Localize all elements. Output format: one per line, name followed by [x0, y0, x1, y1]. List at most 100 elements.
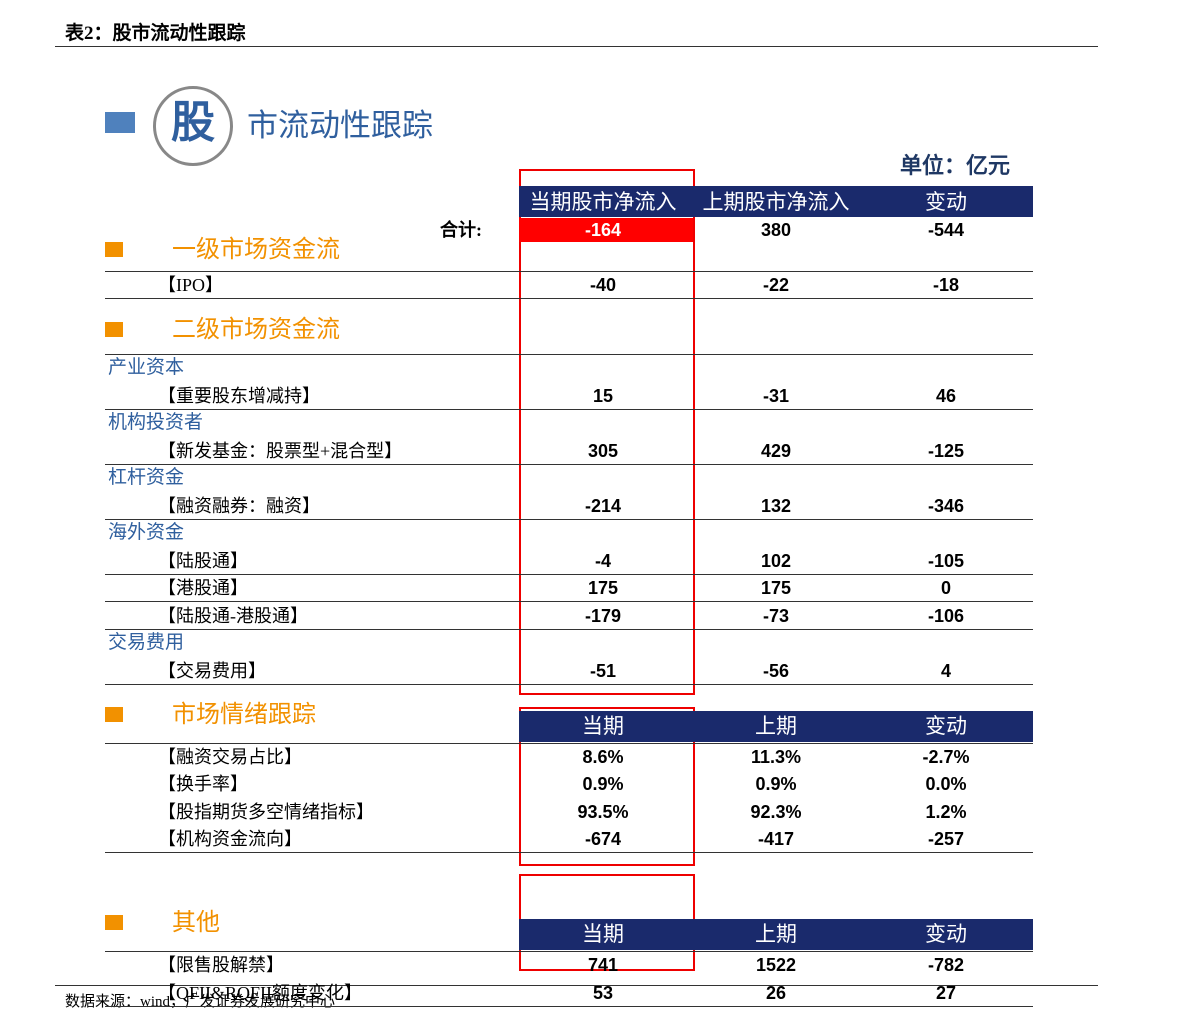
row-label: 【QFII&RQFII额度变化】 — [158, 982, 363, 1003]
cell: 429 — [760, 440, 792, 461]
section-marker — [105, 322, 123, 337]
cell: 27 — [935, 982, 957, 1003]
section-title: 二级市场资金流 — [172, 317, 340, 343]
header-band — [519, 919, 1033, 951]
column-header: 变动 — [925, 714, 967, 738]
column-header: 上期 — [755, 714, 797, 738]
footer-rule — [55, 985, 1098, 986]
cell: -31 — [762, 385, 789, 406]
cell: 175 — [587, 578, 619, 598]
group-heading: 产业资本 — [108, 357, 185, 378]
unit: 单位：亿元 — [900, 153, 1011, 178]
row-label: 【IPO】 — [158, 275, 224, 295]
row-label: 【陆股通】 — [158, 550, 248, 571]
cell: 1522 — [755, 955, 797, 976]
cell: 0.9% — [582, 774, 624, 795]
group-heading: 机构投资者 — [108, 412, 204, 433]
column-header: 当期 — [582, 714, 624, 738]
section-title: 其他 — [172, 910, 220, 937]
cell: -417 — [757, 828, 795, 849]
cell: 15 — [592, 385, 614, 406]
row-line — [105, 354, 1033, 355]
cell: -164 — [584, 220, 622, 240]
cell: 305 — [587, 440, 619, 461]
section-marker — [105, 707, 123, 722]
cell: 175 — [760, 578, 792, 598]
group-heading: 海外资金 — [108, 522, 185, 543]
column-header: 当期股市净流入 — [529, 190, 677, 214]
section-marker — [105, 915, 123, 931]
row-label: 【陆股通-港股通】 — [158, 605, 308, 626]
row-line — [105, 951, 1033, 953]
cell: 8.6% — [582, 747, 624, 767]
highlight-box — [519, 707, 695, 866]
row-label: 【股指期货多空情绪指标】 — [158, 801, 374, 822]
row-line — [105, 852, 1033, 854]
row-line — [105, 743, 1033, 744]
cell: 4 — [940, 660, 951, 681]
cell: 132 — [760, 495, 792, 516]
cell: -106 — [927, 605, 965, 626]
row-label: 【新发基金：股票型+混合型】 — [158, 440, 403, 461]
cell: -22 — [762, 275, 789, 295]
cell: 92.3% — [750, 801, 802, 822]
row-line — [105, 463, 1033, 465]
row-label: 【换手率】 — [158, 774, 248, 795]
row-label: 【重要股东增减持】 — [158, 385, 320, 406]
row-label: 【港股通】 — [158, 578, 248, 598]
column-header: 上期股市净流入 — [702, 190, 850, 214]
cell: 1.2% — [925, 801, 967, 822]
row-line — [105, 518, 1033, 520]
cell: 0 — [940, 578, 951, 598]
column-header: 变动 — [925, 190, 967, 214]
total-highlight — [519, 218, 693, 242]
row-line — [105, 573, 1033, 575]
row-line — [105, 683, 1033, 685]
cell: -674 — [584, 828, 622, 849]
header-band — [519, 711, 1033, 742]
row-line — [105, 601, 1033, 602]
cell: 741 — [587, 955, 619, 976]
cell: 102 — [760, 550, 792, 571]
section-marker — [105, 242, 123, 257]
row-label: 【融资交易占比】 — [158, 747, 302, 767]
row-line — [105, 628, 1033, 630]
cell: -257 — [927, 828, 965, 849]
total-label: 合计: — [440, 220, 482, 240]
cell: 0.9% — [755, 774, 797, 795]
cell: -51 — [589, 660, 616, 681]
cell: -179 — [584, 605, 622, 626]
cell: 46 — [935, 385, 957, 406]
cell: -56 — [762, 660, 789, 681]
cell: -4 — [594, 550, 611, 571]
cell: -18 — [932, 275, 959, 295]
row-label: 【融资融券：融资】 — [158, 495, 320, 516]
row-label: 【机构资金流向】 — [158, 828, 302, 849]
section-title: 市场情绪跟踪 — [172, 702, 316, 728]
cell: -125 — [927, 440, 965, 461]
group-heading: 杠杆资金 — [108, 467, 185, 488]
cell: -2.7% — [922, 747, 970, 767]
banner-text: 市流动性跟踪 — [247, 108, 433, 143]
cell: -214 — [584, 495, 622, 516]
cell: -40 — [589, 275, 616, 295]
header-band — [519, 186, 1033, 217]
cell: 93.5% — [577, 801, 629, 822]
row-line — [105, 298, 1033, 299]
cell: -73 — [762, 605, 789, 626]
cell: -544 — [927, 220, 965, 240]
row-label: 【交易费用】 — [158, 660, 266, 681]
row-line — [105, 271, 1033, 272]
section-title: 一级市场资金流 — [172, 237, 340, 263]
row-line — [105, 408, 1033, 410]
cell: 0.0% — [925, 774, 967, 795]
column-header: 上期 — [755, 922, 797, 947]
row-line — [105, 1005, 1033, 1007]
row-label: 【限售股解禁】 — [158, 955, 284, 976]
cell: -782 — [927, 955, 965, 976]
column-header: 当期 — [582, 922, 624, 947]
cell: 26 — [765, 982, 787, 1003]
banner-circle — [153, 86, 233, 166]
banner-initial: 股 — [171, 98, 215, 147]
